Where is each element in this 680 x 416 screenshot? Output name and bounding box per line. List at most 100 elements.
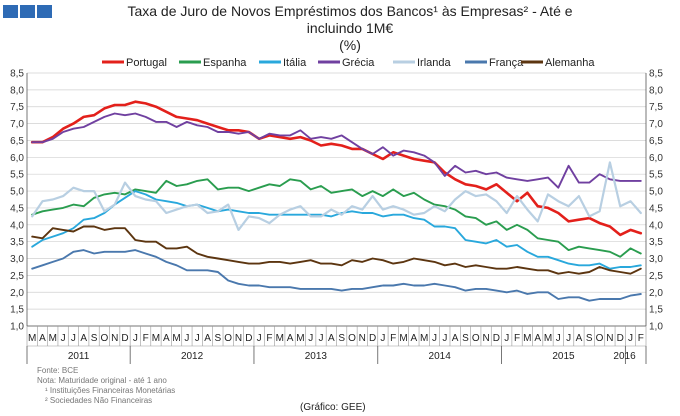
logo-square-3	[37, 5, 52, 18]
month-label: N	[235, 333, 242, 344]
y-tick-label-right: 1,5	[649, 305, 663, 316]
footnote-1: ¹ Instituições Financeiras Monetárias	[45, 386, 176, 395]
maturity-note: Nota: Maturidade original - até 1 ano	[37, 376, 167, 385]
month-label: O	[472, 333, 480, 344]
month-label: O	[224, 333, 232, 344]
y-tick-label-left: 3,0	[10, 254, 24, 265]
month-label: M	[152, 333, 160, 344]
month-label: D	[121, 333, 128, 344]
month-label: F	[390, 333, 396, 344]
month-label: S	[215, 333, 222, 344]
chart-credit: (Gráfico: GEE)	[300, 402, 366, 413]
series-line-alemanha	[31, 225, 642, 275]
month-label: S	[338, 333, 345, 344]
month-label: M	[28, 333, 36, 344]
month-label: N	[606, 333, 613, 344]
y-tick-label-left: 2,0	[10, 288, 24, 299]
legend-label: Portugal	[126, 57, 167, 69]
month-label: J	[61, 333, 66, 344]
series-line-irlanda	[31, 161, 642, 231]
month-label: F	[143, 333, 149, 344]
month-label: M	[399, 333, 407, 344]
y-tick-label-right: 4,5	[649, 203, 663, 214]
series-line-espanha	[31, 178, 642, 258]
y-tick-label-right: 5,0	[649, 187, 663, 198]
series-line-itália	[31, 190, 642, 270]
month-label: A	[411, 333, 418, 344]
y-tick-label-right: 2,0	[649, 288, 663, 299]
y-tick-label-left: 5,0	[10, 187, 24, 198]
y-tick-label-left: 6,5	[10, 136, 24, 147]
month-label: N	[482, 333, 489, 344]
legend-label: França	[489, 57, 524, 69]
y-tick-label-left: 6,0	[10, 153, 24, 164]
y-tick-label-left: 5,5	[10, 170, 24, 181]
legend-label: Itália	[283, 57, 307, 69]
month-label: J	[380, 333, 385, 344]
month-label: M	[544, 333, 552, 344]
month-label: O	[348, 333, 356, 344]
y-tick-label-right: 7,0	[649, 119, 663, 130]
month-label: D	[369, 333, 376, 344]
month-label: M	[296, 333, 304, 344]
legend-label: Grécia	[342, 57, 375, 69]
y-tick-label-left: 4,0	[10, 220, 24, 231]
legend-label: Alemanha	[545, 57, 595, 69]
month-label: J	[504, 333, 509, 344]
month-label: J	[566, 333, 571, 344]
month-label: J	[184, 333, 189, 344]
logo-square-1	[3, 5, 18, 18]
y-tick-label-left: 3,5	[10, 237, 24, 248]
chart-title-line1: Taxa de Juro de Novos Empréstimos dos Ba…	[127, 3, 573, 19]
series-line-grécia	[31, 112, 642, 189]
y-tick-label-left: 2,5	[10, 271, 24, 282]
month-label: J	[71, 333, 76, 344]
month-label: F	[266, 333, 272, 344]
y-tick-label-right: 8,5	[649, 69, 663, 80]
y-tick-label-right: 5,5	[649, 170, 663, 181]
month-label: D	[617, 333, 624, 344]
y-tick-label-right: 4,0	[649, 220, 663, 231]
legend-label: Irlanda	[417, 57, 452, 69]
month-label: A	[452, 333, 459, 344]
month-label: A	[80, 333, 87, 344]
logo-square-2	[20, 5, 35, 18]
month-label: S	[462, 333, 469, 344]
month-label: D	[245, 333, 252, 344]
month-label: N	[359, 333, 366, 344]
series-line-frança	[31, 249, 642, 302]
month-label: J	[319, 333, 324, 344]
chart-unit: (%)	[339, 37, 361, 53]
month-label: M	[420, 333, 428, 344]
month-label: N	[111, 333, 118, 344]
y-tick-label-left: 1,5	[10, 305, 24, 316]
month-label: A	[163, 333, 170, 344]
y-tick-label-left: 7,5	[10, 102, 24, 113]
y-tick-label-right: 3,5	[649, 237, 663, 248]
month-label: A	[204, 333, 211, 344]
source-note: Fonte: BCE	[37, 366, 79, 375]
month-label: D	[493, 333, 500, 344]
month-label: A	[576, 333, 583, 344]
month-label: A	[287, 333, 294, 344]
month-label: J	[257, 333, 262, 344]
month-label: J	[308, 333, 313, 344]
footnote-2: ² Sociedades Não Financeiras	[45, 396, 153, 405]
month-label: J	[432, 333, 437, 344]
y-tick-label-right: 7,5	[649, 102, 663, 113]
y-tick-label-left: 8,5	[10, 69, 24, 80]
month-label: M	[523, 333, 531, 344]
month-label: J	[628, 333, 633, 344]
y-tick-label-right: 6,5	[649, 136, 663, 147]
month-label: A	[534, 333, 541, 344]
month-label: M	[172, 333, 180, 344]
y-tick-label-left: 4,5	[10, 203, 24, 214]
y-tick-label-right: 8,0	[649, 85, 663, 96]
year-label: 2014	[429, 351, 452, 362]
year-label: 2011	[68, 351, 90, 362]
y-tick-label-left: 8,0	[10, 85, 24, 96]
chart-title: Taxa de Juro de Novos Empréstimos dos Ba…	[70, 3, 630, 54]
month-label: J	[195, 333, 200, 344]
y-tick-label-right: 1,0	[649, 322, 663, 333]
year-label: 2016	[613, 351, 636, 362]
